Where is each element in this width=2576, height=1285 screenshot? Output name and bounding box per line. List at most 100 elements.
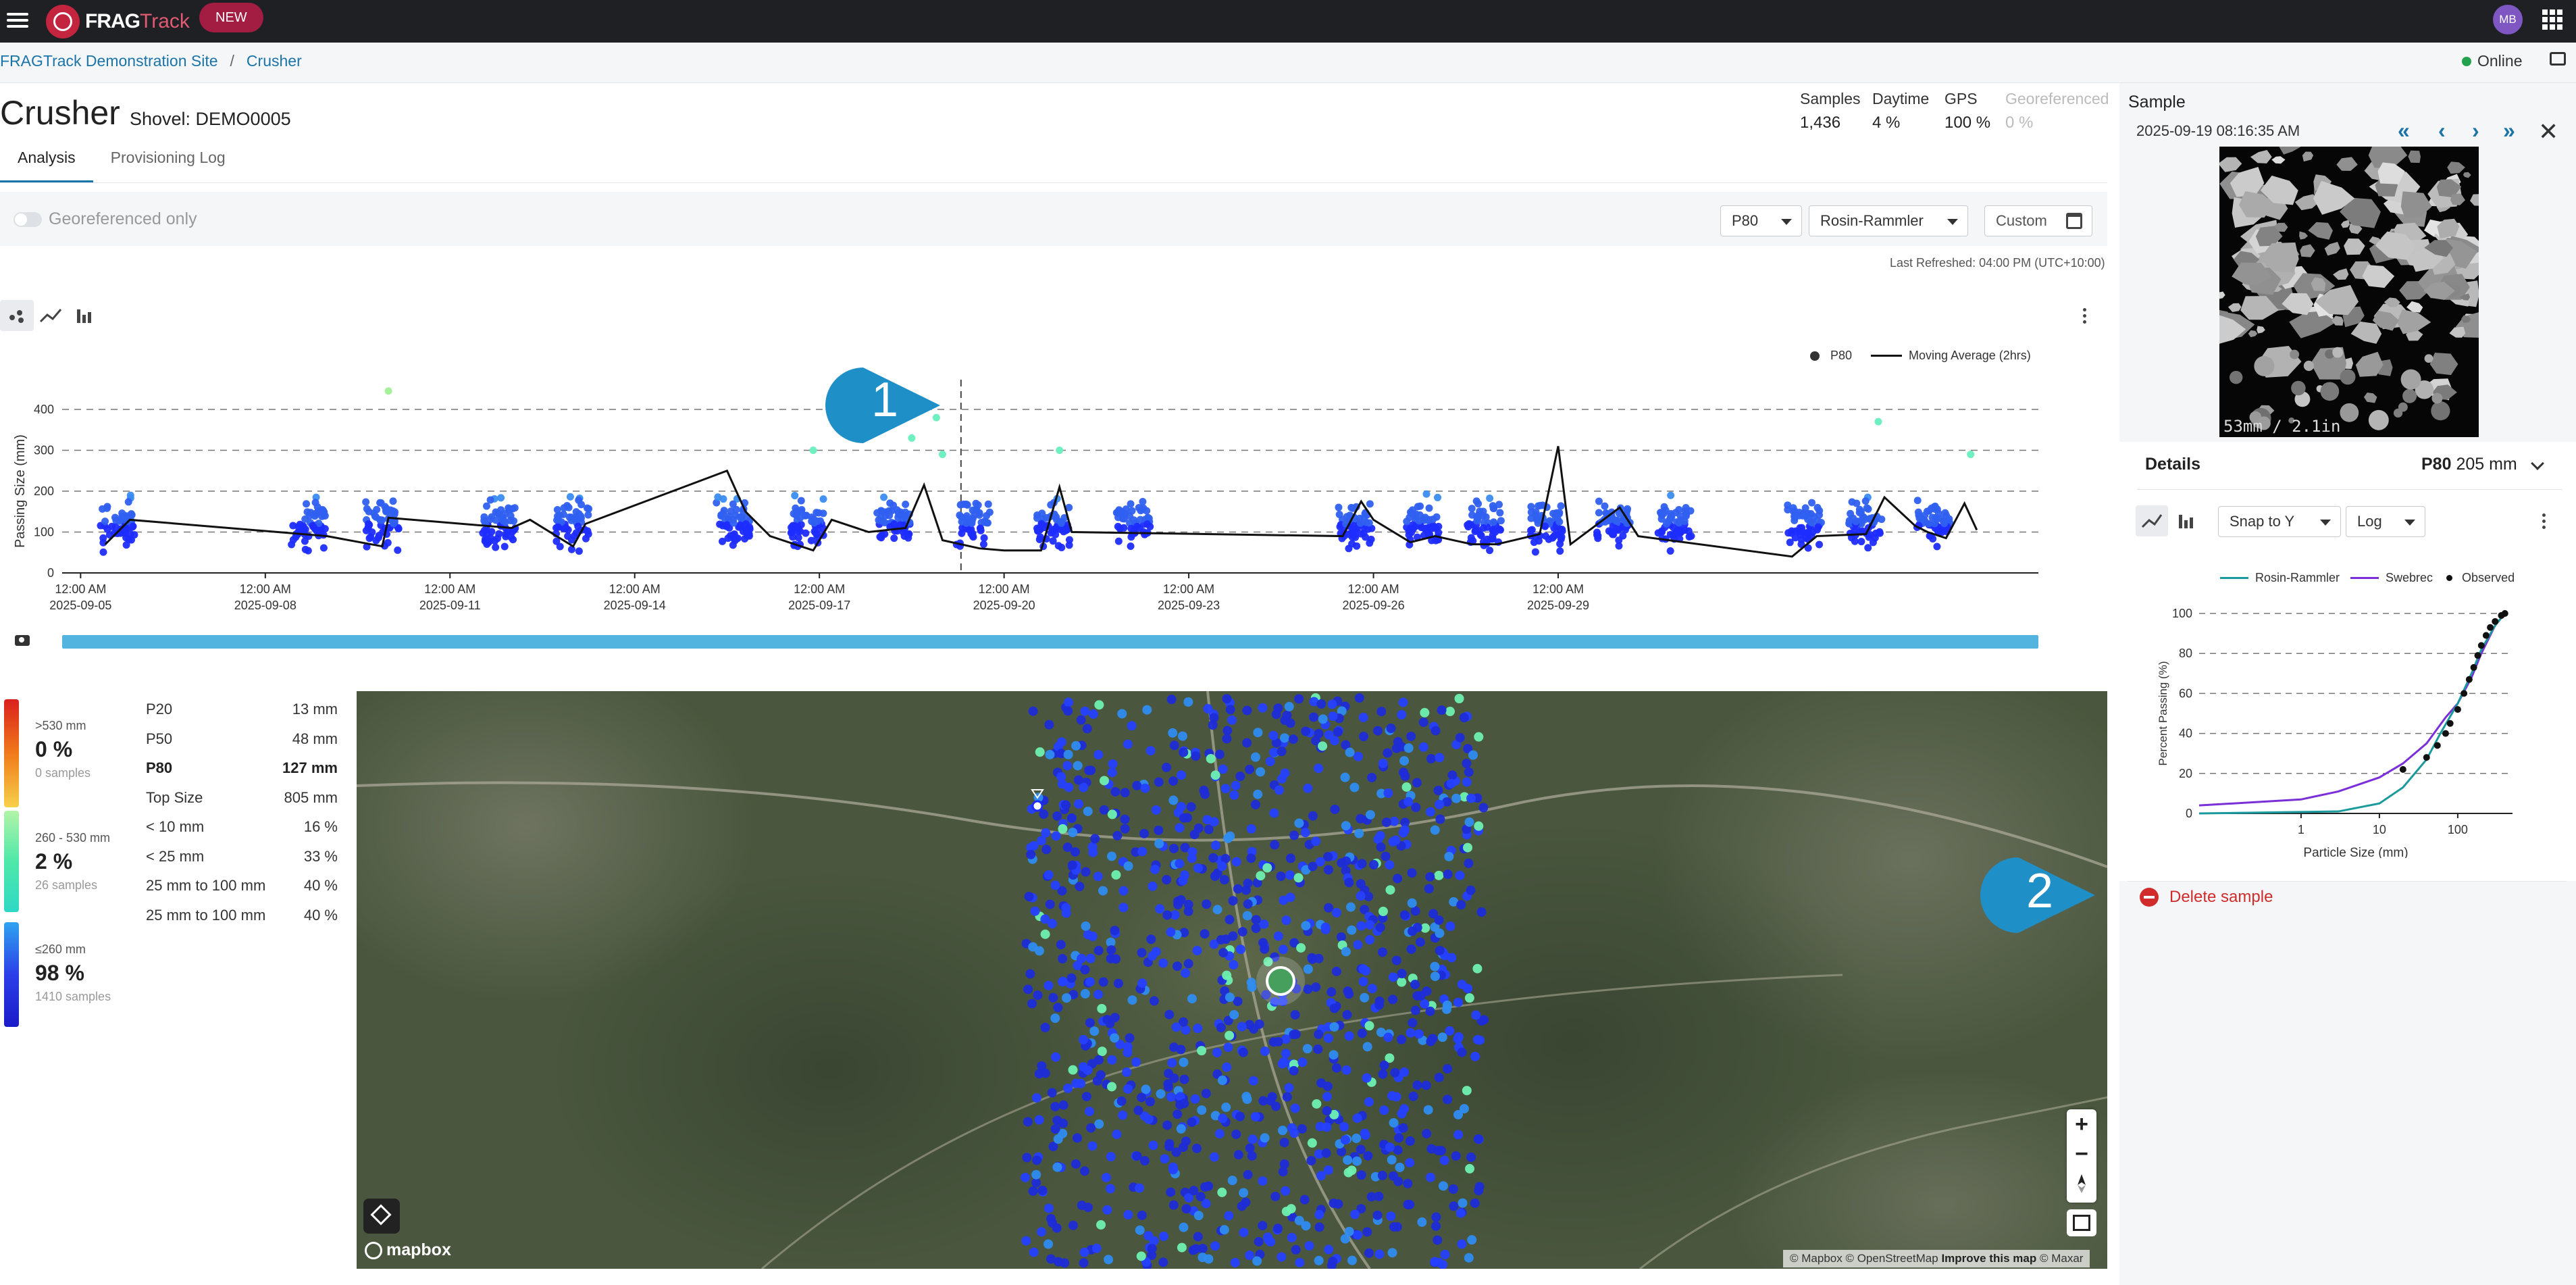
map-sample-dot[interactable] [1253, 789, 1263, 799]
p80-point[interactable] [1791, 534, 1799, 542]
p80-point[interactable] [1127, 524, 1135, 532]
map-sample-dot[interactable] [1364, 1248, 1374, 1258]
map-sample-dot[interactable] [1028, 1186, 1038, 1196]
map-sample-dot[interactable] [1356, 891, 1366, 901]
map-sample-dot[interactable] [1085, 977, 1096, 987]
map-sample-dot[interactable] [1281, 1049, 1291, 1059]
p80-point[interactable] [932, 413, 940, 422]
p80-point[interactable] [1874, 418, 1882, 426]
map-sample-dot[interactable] [1387, 1091, 1397, 1101]
map-sample-dot[interactable] [1156, 1089, 1166, 1099]
map-sample-dot[interactable] [1308, 954, 1318, 964]
p80-point[interactable] [1486, 495, 1494, 503]
map-sample-dot[interactable] [1169, 740, 1179, 751]
map-sample-dot[interactable] [1250, 1111, 1260, 1122]
map-sample-dot[interactable] [1135, 1225, 1145, 1235]
map-sample-dot[interactable] [1242, 1094, 1252, 1105]
map-sample-dot[interactable] [1267, 1092, 1277, 1102]
p80-point[interactable] [1127, 500, 1135, 508]
map-sample-dot[interactable] [1168, 776, 1179, 786]
map-sample-dot[interactable] [1250, 799, 1260, 809]
map-sample-dot[interactable] [1343, 1155, 1353, 1165]
map-sample-dot[interactable] [1273, 1036, 1283, 1047]
metric-select[interactable]: P80 [1720, 205, 1802, 236]
p80-point[interactable] [1845, 517, 1853, 525]
map-sample-dot[interactable] [1357, 1028, 1367, 1038]
p80-point[interactable] [373, 505, 381, 513]
map-sample-dot[interactable] [1179, 1099, 1189, 1109]
map-sample-dot[interactable] [1285, 870, 1295, 880]
map-sample-dot[interactable] [1303, 964, 1313, 974]
p80-point[interactable] [1489, 518, 1497, 526]
map-sample-dot[interactable] [1158, 1231, 1168, 1241]
map-sample-dot[interactable] [1276, 872, 1286, 882]
p80-point[interactable] [126, 491, 134, 499]
p80-point[interactable] [319, 507, 328, 515]
map-sample-dot[interactable] [1220, 934, 1231, 944]
map-sample-dot[interactable] [1410, 980, 1420, 990]
p80-point[interactable] [482, 502, 490, 510]
p80-point[interactable] [509, 536, 517, 544]
p80-point[interactable] [1468, 511, 1476, 519]
map-sample-dot[interactable] [1091, 1243, 1102, 1253]
p80-point[interactable] [819, 509, 827, 518]
new-badge[interactable]: NEW [199, 3, 263, 32]
map-sample-dot[interactable] [1193, 1211, 1204, 1221]
map-sample-dot[interactable] [1227, 1176, 1237, 1186]
map-sample-dot[interactable] [1077, 953, 1087, 963]
map-sample-dot[interactable] [1143, 1114, 1154, 1124]
map-sample-dot[interactable] [1287, 1123, 1297, 1133]
map-sample-dot[interactable] [1235, 1111, 1245, 1122]
p80-point[interactable] [292, 533, 300, 541]
map-sample-dot[interactable] [1093, 945, 1104, 955]
p80-point[interactable] [1657, 515, 1666, 523]
map-sample-dot[interactable] [1158, 1257, 1168, 1267]
map-sample-dot[interactable] [1137, 978, 1148, 988]
map-sample-dot[interactable] [1071, 740, 1081, 751]
map-sample-dot[interactable] [1057, 886, 1067, 896]
map-sample-dot[interactable] [1287, 1232, 1297, 1242]
map-sample-dot[interactable] [1080, 706, 1090, 716]
p80-point[interactable] [796, 514, 804, 522]
map-sample-dot[interactable] [1323, 1033, 1333, 1043]
p80-point[interactable] [563, 502, 571, 510]
map-sample-dot[interactable] [1365, 934, 1375, 944]
p80-point[interactable] [375, 532, 383, 540]
tab-provisioning-log[interactable]: Provisioning Log [110, 149, 226, 166]
last-sample-icon[interactable]: » [2503, 118, 2515, 143]
line-view-button[interactable] [34, 300, 68, 331]
map-sample-dot[interactable] [1339, 1122, 1349, 1132]
map-sample-dot[interactable] [1258, 1096, 1268, 1106]
p80-point[interactable] [1497, 517, 1505, 525]
map-sample-dot[interactable] [1139, 828, 1150, 838]
map-sample-dot[interactable] [1435, 753, 1445, 763]
p80-point[interactable] [555, 511, 563, 520]
map-sample-dot[interactable] [1021, 1236, 1031, 1246]
map-sample-dot[interactable] [1239, 1228, 1249, 1238]
p80-point[interactable] [1808, 499, 1816, 507]
p80-point[interactable] [890, 520, 898, 528]
map-sample-dot[interactable] [1444, 851, 1454, 861]
p80-point[interactable] [1550, 524, 1558, 532]
breadcrumb-crusher[interactable]: Crusher [246, 52, 302, 70]
p80-point[interactable] [1126, 512, 1134, 520]
map-sample-dot[interactable] [1381, 817, 1391, 828]
p80-point[interactable] [1932, 513, 1940, 522]
map-sample-dot[interactable] [1377, 1170, 1387, 1180]
p80-point[interactable] [299, 527, 307, 535]
map-sample-dot[interactable] [1323, 1165, 1333, 1175]
map-sample-dot[interactable] [1093, 1055, 1104, 1065]
map-sample-dot[interactable] [1179, 747, 1189, 757]
map-sample-dot[interactable] [1445, 707, 1455, 717]
map-sample-dot[interactable] [1088, 709, 1098, 720]
map-sample-dot[interactable] [1106, 937, 1116, 947]
map-sample-dot[interactable] [1167, 1058, 1177, 1068]
map-sample-dot[interactable] [1277, 1126, 1287, 1136]
map-sample-dot[interactable] [1462, 777, 1472, 787]
map-sample-dot[interactable] [1422, 1128, 1432, 1138]
map-sample-dot[interactable] [1356, 1204, 1366, 1214]
map-sample-dot[interactable] [1433, 1235, 1443, 1245]
map-sample-dot[interactable] [1378, 1069, 1388, 1079]
map-sample-dot[interactable] [1113, 978, 1123, 988]
map-sample-dot[interactable] [1154, 777, 1164, 787]
